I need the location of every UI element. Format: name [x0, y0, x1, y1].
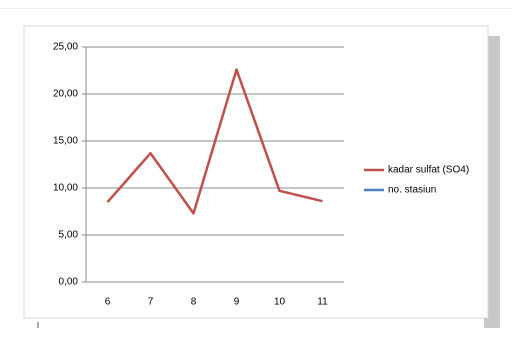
y-tick-label: 5,00	[59, 230, 79, 241]
y-tick-label: 0,00	[59, 277, 79, 288]
y-tick-label: 10,00	[53, 183, 78, 194]
x-tick-label: 11	[317, 297, 328, 308]
chart-frame	[23, 25, 489, 319]
x-tick-label: 6	[105, 297, 111, 308]
y-tick-label: 20,00	[53, 89, 78, 100]
series-line	[106, 68, 323, 215]
x-tick-label: 9	[234, 297, 240, 308]
x-tick-label: 10	[274, 297, 286, 308]
x-tick-label: 8	[191, 297, 197, 308]
shadow-bottom	[484, 318, 500, 328]
shadow-right	[488, 36, 500, 328]
y-tick-label: 25,00	[53, 42, 78, 53]
top-rule	[0, 8, 512, 9]
y-tick-label: 15,00	[53, 136, 78, 147]
legend-label: no. stasiun	[388, 185, 436, 196]
legend-label: kadar sulfat (SO4)	[388, 165, 469, 176]
marker	[37, 322, 39, 328]
x-tick-label: 7	[148, 297, 154, 308]
